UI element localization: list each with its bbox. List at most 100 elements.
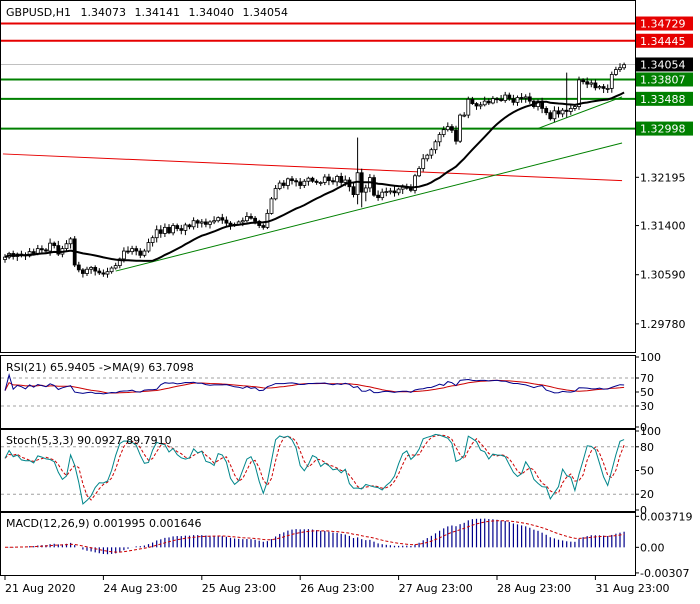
candle-body <box>462 114 467 117</box>
candle-body <box>454 129 458 142</box>
time-tick-label: 24 Aug 23:00 <box>103 582 177 595</box>
macd-tick-label: -0.00307 <box>640 567 689 580</box>
candle-body <box>458 114 463 142</box>
candle-body <box>384 191 389 193</box>
macd-tick-label: 0.003719 <box>640 510 693 523</box>
candle-body <box>413 175 417 191</box>
candle-body <box>511 98 516 103</box>
symbol-label: GBPUSD,H1 <box>6 6 71 19</box>
candle-body <box>548 112 553 120</box>
candle-body <box>552 110 557 120</box>
stochastic-tick-label: 100 <box>640 425 661 438</box>
candle-body <box>117 258 122 267</box>
time-tick-label: 26 Aug 23:00 <box>300 582 374 595</box>
candle-body <box>158 229 163 234</box>
close-value: 1.34054 <box>242 6 288 19</box>
candle-body <box>618 67 622 70</box>
candle-body <box>482 100 487 106</box>
low-value: 1.34040 <box>188 6 234 19</box>
price-tag <box>636 91 693 106</box>
price-tick-label: 1.29780 <box>640 318 686 331</box>
stochastic-axis: 100 80 50 20 0 <box>635 425 661 517</box>
candle-body <box>499 98 504 101</box>
candle-body <box>363 187 368 193</box>
price-panel: GBPUSD,H1 1.34073 1.34141 1.34040 1.3405… <box>0 0 636 353</box>
candle-body <box>388 190 393 193</box>
candle-body <box>609 74 614 89</box>
rsi-tick-label: 100 <box>640 351 661 364</box>
candle-body <box>376 194 381 199</box>
candle-body <box>470 98 475 104</box>
candle-body <box>515 97 520 103</box>
candle-body <box>220 217 225 221</box>
candle-body <box>322 176 327 183</box>
price-tags: 1.34729 1.34445 1.34054 1.33807 1.33488 1.329… <box>636 16 693 136</box>
price-tag-label: 1.34054 <box>640 58 686 71</box>
rsi-tick-label: 0 <box>640 421 647 434</box>
candles <box>3 62 626 278</box>
candle-body <box>249 216 253 219</box>
candle-body <box>126 250 130 253</box>
candle-body <box>355 172 360 196</box>
candle-body <box>564 109 569 112</box>
time-tick-label: 25 Aug 23:00 <box>202 582 276 595</box>
candle-body <box>560 109 565 115</box>
candle-body <box>253 217 258 222</box>
stochastic-main-line <box>4 433 625 505</box>
candle-body <box>486 100 491 104</box>
candle-body <box>171 225 176 234</box>
candle-body <box>195 220 200 224</box>
candle-body <box>568 108 573 112</box>
candle-body <box>437 134 442 143</box>
candle-body <box>614 69 618 75</box>
candle-body <box>343 179 348 183</box>
candle-body <box>339 175 344 183</box>
candle-body <box>326 176 331 182</box>
rsi-grid <box>1 377 635 407</box>
candle-body <box>269 198 274 214</box>
candle-body <box>495 98 499 101</box>
price-axis: 1.29780 1.30590 1.31400 1.32195 <box>635 171 686 331</box>
candle-body <box>183 224 188 231</box>
time-tick-label: 27 Aug 23:00 <box>399 582 473 595</box>
moving-average-line <box>4 91 625 262</box>
candle-body <box>56 245 61 255</box>
candle-body <box>519 97 524 99</box>
candle-body <box>216 217 221 222</box>
candle-body <box>507 94 512 100</box>
candle-body <box>331 180 335 183</box>
price-tag <box>636 57 693 72</box>
macd-tick-label: 0.00 <box>640 541 665 554</box>
candle-body <box>199 221 204 224</box>
candle-body <box>138 250 143 256</box>
candle-body <box>425 154 430 160</box>
candle-body <box>122 250 126 260</box>
candle-body <box>64 243 69 250</box>
stochastic-grid <box>1 446 635 495</box>
candle-body <box>208 221 212 225</box>
price-tag <box>636 33 693 48</box>
candle-body <box>150 237 155 243</box>
candle-body <box>203 221 208 225</box>
trendline <box>115 142 623 272</box>
candle-body <box>380 191 385 199</box>
candle-body <box>298 181 303 186</box>
time-tick-label: 31 Aug 23:00 <box>595 582 669 595</box>
candle-body <box>396 188 401 194</box>
candle-body <box>417 168 422 177</box>
candle-body <box>113 265 118 269</box>
price-tag-label: 1.34729 <box>640 18 686 31</box>
candle-body <box>3 256 7 260</box>
candle-body <box>585 81 590 85</box>
candle-body <box>429 149 434 156</box>
candle-body <box>261 225 266 228</box>
candle-body <box>44 249 48 252</box>
macd-axis: 0.003719 0.00 -0.00307 <box>635 510 693 580</box>
candle-body <box>573 106 577 109</box>
price-tick-label: 1.31400 <box>640 220 686 233</box>
candle-body <box>162 226 167 234</box>
candle-body <box>277 182 282 189</box>
candle-body <box>597 86 602 89</box>
candle-body <box>400 186 405 190</box>
candle-body <box>421 158 426 169</box>
